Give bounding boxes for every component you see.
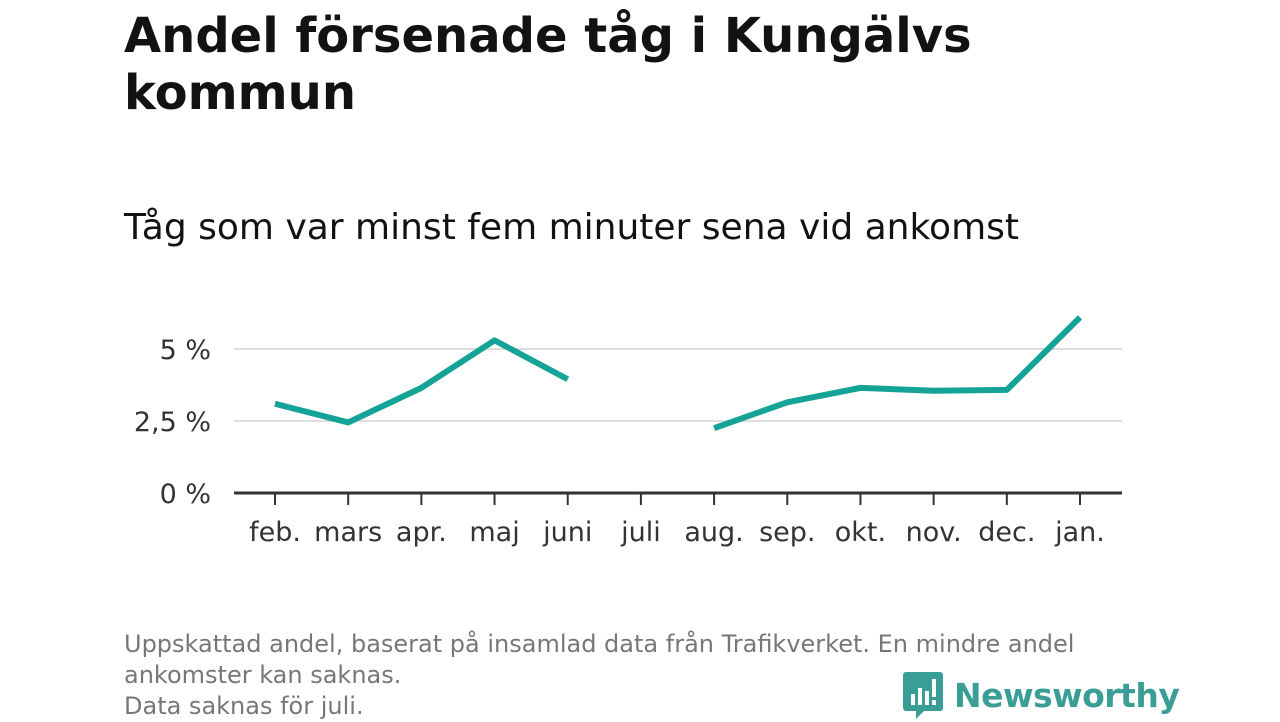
x-tick-label: jan. (1054, 517, 1105, 548)
newsworthy-logo[interactable]: Newsworthy (902, 670, 1180, 720)
x-tick-label: sep. (759, 517, 815, 548)
series-line-segment (713, 315, 1083, 432)
x-tick-label: juli (620, 517, 661, 548)
footnote-line: Data saknas för juli. (124, 692, 364, 720)
x-tick-label: juni (542, 517, 592, 548)
x-tick-label: mars (314, 517, 382, 548)
chart-title: Andel försenade tåg i Kungälvs kommun (124, 8, 972, 121)
footnote-line: ankomster kan saknas. (124, 661, 402, 689)
y-tick-label: 5 % (160, 335, 211, 366)
x-tick-label: nov. (906, 517, 962, 548)
y-tick-label: 2,5 % (134, 407, 211, 438)
x-tick-label: apr. (396, 517, 447, 548)
footnote: Uppskattad andel, baserat på insamlad da… (124, 629, 1164, 722)
x-tick-label: feb. (249, 517, 301, 548)
x-axis-labels: feb. mars apr. maj juni juli aug. sep. okt. nov. d… (249, 517, 1105, 548)
y-axis-labels: 0 % 2,5 % 5 % (134, 335, 211, 510)
newsworthy-logo-text: Newsworthy (954, 675, 1180, 715)
y-tick-label: 0 % (160, 479, 211, 510)
x-tick-label: maj (469, 517, 519, 548)
x-tick-label: dec. (978, 517, 1035, 548)
footnote-line: Uppskattad andel, baserat på insamlad da… (124, 630, 1075, 658)
x-tick-label: aug. (684, 517, 743, 548)
chart-subtitle: Tåg som var minst fem minuter sena vid a… (124, 207, 1020, 248)
x-tick-label: okt. (835, 517, 886, 548)
x-axis (234, 491, 1122, 505)
newsworthy-logo-icon (903, 672, 943, 719)
series-line-segment (274, 337, 570, 426)
series-lines (274, 315, 1083, 432)
grid-lines (234, 348, 1122, 422)
